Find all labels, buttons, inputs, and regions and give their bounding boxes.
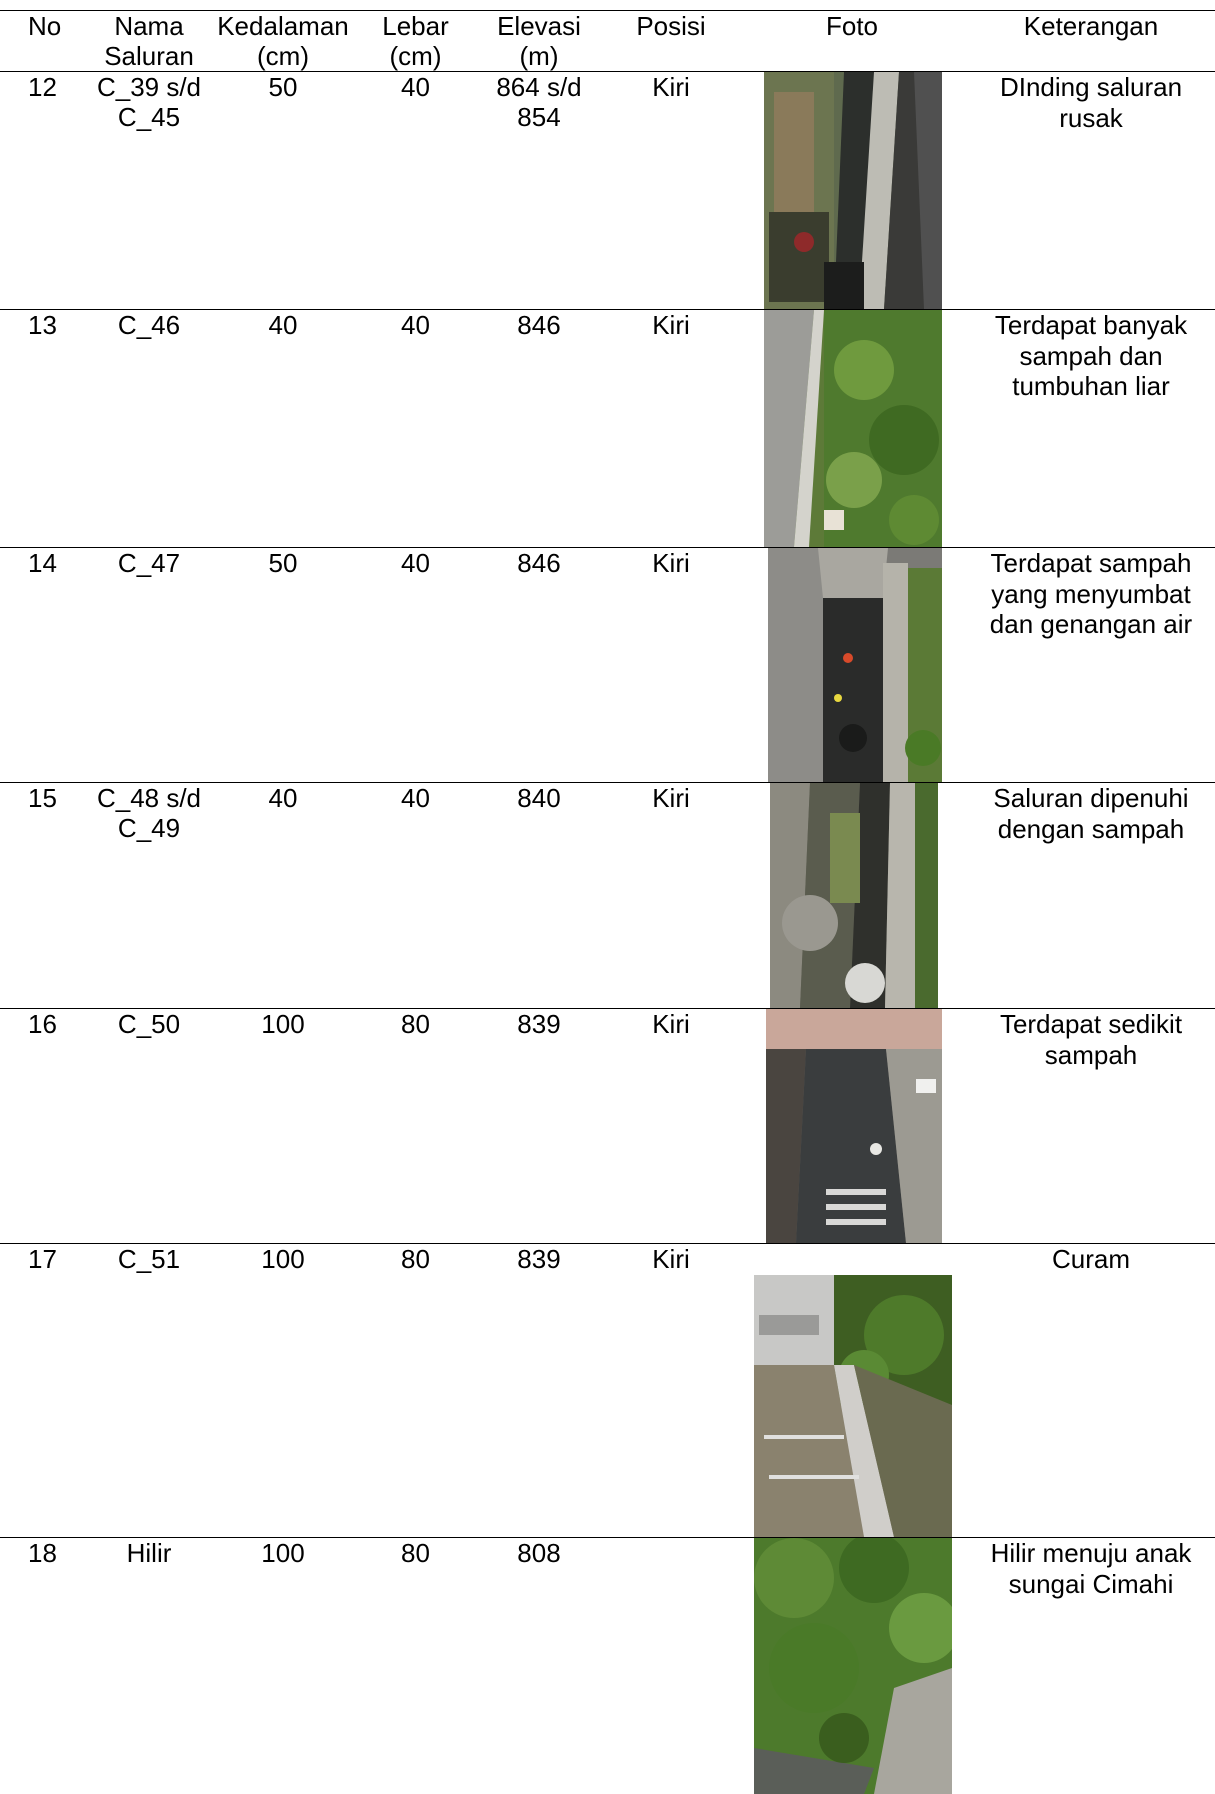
table-row: 12 C_39 s/d C_45 50 40 864 s/d 854 Kiri (0, 72, 1215, 310)
row-lebar: 80 (358, 1538, 473, 1794)
row-elevasi: 846 (473, 548, 605, 783)
table-row: 15 C_48 s/d C_49 40 40 840 Kiri (0, 783, 1215, 1009)
row-kedalaman: 50 (208, 72, 358, 310)
row-kedalaman: 100 (208, 1244, 358, 1538)
row-elevasi: 808 (473, 1538, 605, 1794)
row-lebar: 40 (358, 310, 473, 548)
row-posisi: Kiri (605, 783, 737, 1009)
drainage-survey-table: No Nama Saluran Kedalaman (cm) Lebar (cm… (0, 10, 1215, 1794)
table-row: 18 Hilir 100 80 808 (0, 1538, 1215, 1794)
row-kedalaman: 100 (208, 1538, 358, 1794)
header-keterangan: Keterangan (967, 11, 1215, 72)
row-posisi: Kiri (605, 310, 737, 548)
table-row: 16 C_50 100 80 839 Kiri (0, 1009, 1215, 1244)
row-keterangan: Curam (967, 1244, 1215, 1538)
row-keterangan: Hilir menuju anak sungai Cimahi (967, 1538, 1215, 1794)
clogged-channel-photo (768, 548, 942, 782)
downstream-channel-photo (754, 1538, 952, 1794)
row-nama-saluran: C_51 (90, 1244, 208, 1538)
table-row: 13 C_46 40 40 846 Kiri (0, 310, 1215, 548)
row-nama-saluran: C_50 (90, 1009, 208, 1244)
row-keterangan: Terdapat banyak sampah dan tumbuhan liar (967, 310, 1215, 548)
row-kedalaman: 40 (208, 783, 358, 1009)
header-nama-saluran: Nama Saluran (90, 11, 208, 72)
header-foto: Foto (737, 11, 967, 72)
header-posisi: Posisi (605, 11, 737, 72)
row-nama-saluran: Hilir (90, 1538, 208, 1794)
row-no: 16 (0, 1009, 90, 1244)
table-row: 14 C_47 50 40 846 Kiri (0, 548, 1215, 783)
row-elevasi: 839 (473, 1244, 605, 1538)
row-kedalaman: 50 (208, 548, 358, 783)
row-lebar: 80 (358, 1244, 473, 1538)
drainage-channel-photo (764, 72, 942, 309)
row-elevasi: 840 (473, 783, 605, 1009)
steep-channel-photo (754, 1275, 952, 1537)
row-no: 13 (0, 310, 90, 548)
row-nama-saluran: C_48 s/d C_49 (90, 783, 208, 1009)
row-no: 15 (0, 783, 90, 1009)
row-nama-saluran: C_47 (90, 548, 208, 783)
row-lebar: 40 (358, 72, 473, 310)
row-lebar: 80 (358, 1009, 473, 1244)
row-keterangan: DInding saluran rusak (967, 72, 1215, 310)
row-lebar: 40 (358, 548, 473, 783)
row-keterangan: Saluran dipenuhi dengan sampah (967, 783, 1215, 1009)
row-lebar: 40 (358, 783, 473, 1009)
row-no: 17 (0, 1244, 90, 1538)
row-keterangan: Terdapat sampah yang menyumbat dan genan… (967, 548, 1215, 783)
row-no: 14 (0, 548, 90, 783)
row-nama-saluran: C_39 s/d C_45 (90, 72, 208, 310)
row-posisi: Kiri (605, 72, 737, 310)
header-lebar: Lebar (cm) (358, 11, 473, 72)
header-elevasi: Elevasi (m) (473, 11, 605, 72)
table-header-row: No Nama Saluran Kedalaman (cm) Lebar (cm… (0, 11, 1215, 72)
row-no: 12 (0, 72, 90, 310)
row-elevasi: 846 (473, 310, 605, 548)
row-posisi: Kiri (605, 1009, 737, 1244)
row-no: 18 (0, 1538, 90, 1794)
trash-filled-channel-photo (770, 783, 938, 1008)
row-keterangan: Terdapat sedikit sampah (967, 1009, 1215, 1244)
row-posisi (605, 1538, 737, 1794)
row-kedalaman: 40 (208, 310, 358, 548)
row-posisi: Kiri (605, 548, 737, 783)
table-row: 17 C_51 100 80 839 Kiri (0, 1244, 1215, 1538)
row-posisi: Kiri (605, 1244, 737, 1538)
wide-channel-photo (766, 1009, 942, 1243)
header-no: No (0, 11, 90, 72)
row-elevasi: 864 s/d 854 (473, 72, 605, 310)
row-nama-saluran: C_46 (90, 310, 208, 548)
overgrown-channel-photo (764, 310, 942, 547)
row-elevasi: 839 (473, 1009, 605, 1244)
header-kedalaman: Kedalaman (cm) (208, 11, 358, 72)
row-kedalaman: 100 (208, 1009, 358, 1244)
